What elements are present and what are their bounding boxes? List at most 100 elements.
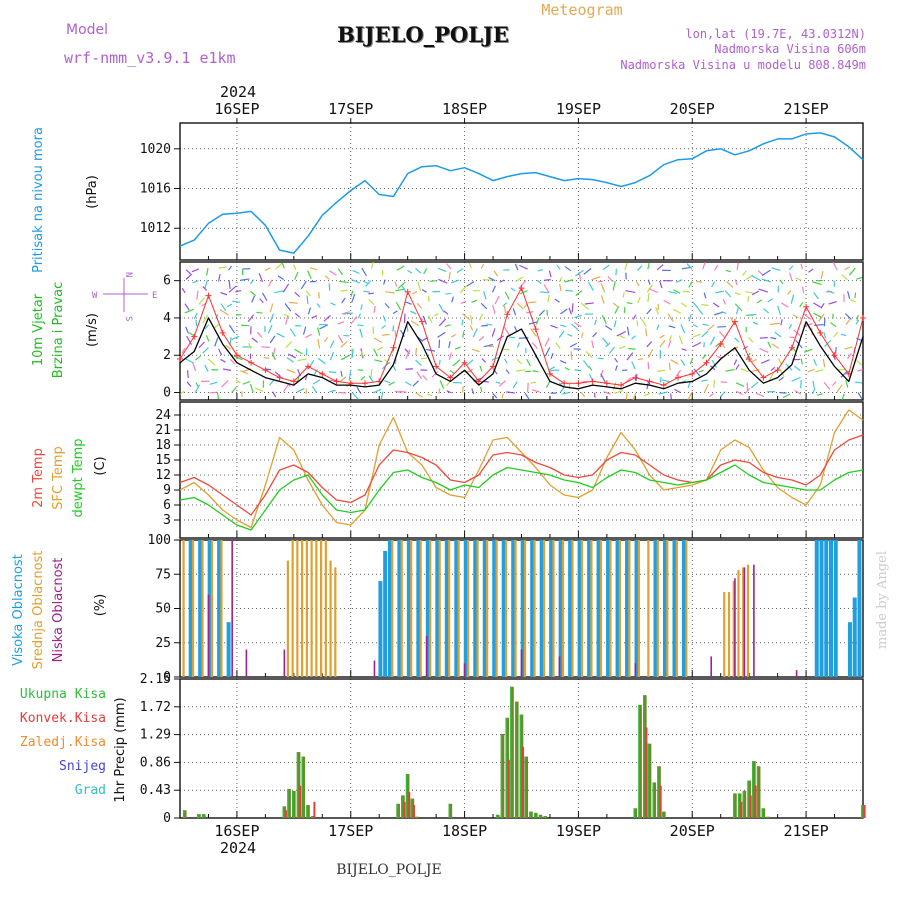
wind-arrow	[471, 388, 475, 395]
wind-arrow	[714, 311, 723, 316]
wind-arrow	[373, 337, 383, 344]
ytick-label: 100	[148, 533, 171, 548]
cloud-bar	[226, 622, 231, 677]
day-label-top: 20SEP	[670, 100, 715, 118]
wind-arrow	[305, 290, 311, 297]
wind-arrow	[833, 331, 839, 338]
wind-arrow	[544, 279, 551, 281]
wind-arrow	[448, 271, 451, 280]
wind-arrow	[597, 280, 604, 283]
wind-arrow	[588, 281, 594, 291]
wind-arrow	[405, 368, 413, 370]
wind-arrow	[763, 308, 770, 314]
wind-arrow	[294, 348, 303, 355]
wind-arrow	[715, 290, 725, 294]
wind-arrow	[380, 391, 384, 400]
precip-conv-bar	[408, 792, 411, 818]
watermark: made by Angel	[875, 551, 890, 649]
ytick-label: 12	[155, 468, 171, 483]
gust-marker	[191, 333, 198, 340]
wind-arrow	[415, 268, 422, 274]
wind-arrow	[678, 335, 683, 345]
wind-panel: 0 2 4 6	[163, 261, 866, 401]
precip-total-edge	[647, 743, 649, 818]
precip-total-edge	[306, 805, 308, 818]
wind-arrow	[668, 325, 676, 329]
wind-arrow	[415, 359, 422, 367]
wind-arrow	[220, 291, 228, 296]
wind-arrow	[240, 278, 250, 281]
wind-arrow	[478, 335, 485, 342]
cloud-bar	[628, 540, 631, 677]
wind-arrow	[438, 318, 447, 327]
wind-arrow	[304, 374, 308, 381]
wind-arrow	[673, 308, 682, 314]
day-label-top: 19SEP	[556, 100, 601, 118]
wind-arrow	[276, 332, 285, 338]
precip-total-edge	[756, 766, 759, 818]
wind-arrow	[343, 312, 353, 315]
wind-arrow	[698, 308, 704, 315]
wind-arrow	[554, 298, 560, 303]
wind-arrow	[373, 305, 376, 313]
cloud-bar	[463, 540, 468, 677]
cloud-bar	[301, 540, 304, 677]
wind-arrow	[302, 326, 307, 335]
gust-marker	[646, 378, 653, 385]
chart-subtitle: Meteogram	[541, 1, 622, 19]
precip-total-bar	[514, 701, 519, 818]
cloud-bar	[737, 570, 740, 677]
cloud-side-label: Visoka Oblacnost Srednja Oblacnost Niska O…	[11, 551, 66, 670]
wind-arrow	[759, 347, 769, 353]
wind-arrow	[448, 352, 452, 361]
wind-arrow	[820, 302, 825, 309]
wind-arrow	[681, 348, 687, 351]
gust-marker	[248, 359, 255, 366]
wind-arrow	[799, 301, 804, 308]
wind-arrow	[509, 336, 516, 339]
precip-total-edge	[638, 704, 640, 818]
wind-arrow	[448, 341, 451, 348]
wind-arrow	[813, 358, 818, 366]
wind-arrow	[681, 266, 692, 270]
precip-total-edge	[524, 756, 526, 818]
wind-arrow	[636, 320, 639, 327]
wind-arrow	[712, 302, 720, 308]
wind-arrow	[415, 392, 424, 398]
wind-arrow	[668, 290, 677, 294]
wind-arrow	[646, 308, 652, 315]
wind-arrow	[361, 267, 367, 277]
wind-arrow	[756, 299, 763, 304]
cloud-bar	[400, 540, 403, 677]
wind-arrow	[483, 343, 494, 348]
precip-conv-bar	[754, 785, 757, 818]
wind-arrow	[581, 380, 588, 383]
wind-arrow	[709, 336, 716, 345]
wind-arrow	[352, 269, 360, 275]
cloud-bar	[501, 540, 506, 677]
wind-arrow	[205, 335, 210, 342]
wind-arrow	[761, 278, 771, 283]
ytick-label: 6	[163, 498, 171, 513]
wind-arrow	[748, 337, 754, 343]
precip-conv-bar	[659, 785, 662, 818]
wind-arrow	[368, 375, 374, 383]
wind-arrow	[515, 276, 524, 283]
wind-arrow	[647, 292, 650, 303]
wind-arrow	[582, 360, 590, 368]
wind-arrow	[667, 313, 674, 322]
cloud-bar	[647, 540, 650, 677]
gust-marker	[475, 378, 482, 385]
wind-arrow	[319, 324, 329, 330]
wind-arrow	[481, 324, 488, 327]
precip-total-bar	[401, 795, 405, 818]
precip-total-bar	[505, 717, 510, 818]
wind-arrow	[751, 358, 757, 363]
precip-total-bar	[296, 752, 301, 818]
wind-arrow	[701, 303, 709, 307]
wind-arrow	[550, 353, 554, 360]
wind-arrow	[841, 274, 848, 281]
day-label-bottom: 20SEP	[670, 822, 715, 840]
wind-arrow	[643, 392, 651, 397]
wind-arrow	[696, 280, 703, 283]
